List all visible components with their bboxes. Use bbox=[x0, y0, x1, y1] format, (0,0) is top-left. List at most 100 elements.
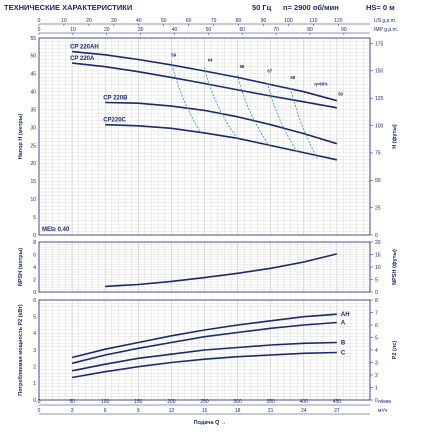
y-tick-label: 15 bbox=[30, 179, 36, 185]
y2-tick-label: 20 bbox=[375, 240, 381, 246]
top-scale-tick-label: 120 bbox=[334, 18, 343, 24]
y2-tick-label: 2 bbox=[375, 373, 378, 379]
y2-tick-label: 0 bbox=[375, 290, 378, 296]
x-tick-label-m3h: 0 bbox=[38, 408, 41, 414]
y2-tick-label: 125 bbox=[375, 96, 384, 102]
y2-tick-label: 1 bbox=[375, 385, 378, 391]
y2-tick-label: 10 bbox=[375, 265, 381, 271]
y2-tick-label: 15 bbox=[375, 252, 381, 258]
y-tick-label: 25 bbox=[30, 143, 36, 149]
y-tick-label: 8 bbox=[33, 240, 36, 246]
x-tick-label-m3h: 27 bbox=[334, 408, 340, 414]
y2-tick-label: 75 bbox=[375, 151, 381, 157]
x-tick-label-lmin: 250 bbox=[200, 399, 209, 405]
top-scale-tick-label: 80 bbox=[307, 27, 313, 33]
y2-tick-label: 7 bbox=[375, 310, 378, 316]
y2-tick-label: 5 bbox=[375, 277, 378, 283]
y-tick-label: 5 bbox=[33, 215, 36, 221]
efficiency-label: 64 bbox=[208, 58, 213, 63]
series-line-cp220c bbox=[105, 125, 337, 160]
x-tick-label-lmin: 200 bbox=[167, 399, 176, 405]
y-tick-label: 4 bbox=[33, 265, 36, 271]
top-scale-tick-label: 100 bbox=[284, 18, 293, 24]
efficiency-line bbox=[171, 61, 201, 133]
x-tick-label-lmin: 450 bbox=[333, 399, 342, 405]
top-scale-tick-label: 10 bbox=[70, 27, 76, 33]
x-tick-label-lmin: 100 bbox=[101, 399, 110, 405]
x-tick-label-m3h: 12 bbox=[169, 408, 175, 414]
top-scale-unit: IMP g.p.m. bbox=[374, 27, 398, 33]
y-tick-label: 1 bbox=[33, 381, 36, 387]
y-tick-label: 0 bbox=[33, 398, 36, 404]
efficiency-label: 58 bbox=[240, 64, 245, 69]
header-title: ТЕХНИЧЕСКИЕ ХАРАКТЕРИСТИКИ bbox=[4, 3, 132, 12]
top-scale-tick-label: 20 bbox=[86, 18, 92, 24]
x-tick-label-lmin: 0 bbox=[38, 399, 41, 405]
mei-annotation: MEI≥ 0.40 bbox=[42, 227, 70, 233]
y2-tick-label: 6 bbox=[375, 323, 378, 329]
y-tick-label: 6 bbox=[33, 252, 36, 258]
y-tick-label: 20 bbox=[30, 161, 36, 167]
series-line-cp-220b bbox=[105, 103, 337, 144]
x-tick-label-m3h: 18 bbox=[235, 408, 241, 414]
x-unit-lmin: л/мин bbox=[378, 399, 392, 405]
efficiency-label: 58 bbox=[291, 75, 296, 80]
series-line-npsh bbox=[105, 254, 337, 287]
x-tick-label-m3h: 24 bbox=[301, 408, 307, 414]
top-scale-tick-label: 60 bbox=[239, 27, 245, 33]
efficiency-label: η=66% bbox=[314, 81, 328, 86]
y2-tick-label: 8 bbox=[375, 298, 378, 304]
top-scale-tick-label: 40 bbox=[136, 18, 142, 24]
top-scale-tick-label: 40 bbox=[172, 27, 178, 33]
y-tick-label: 40 bbox=[30, 90, 36, 96]
y-tick-label: 2 bbox=[33, 277, 36, 283]
y-axis-label: NPSH (метры) bbox=[18, 248, 24, 286]
efficiency-line bbox=[267, 83, 297, 152]
top-scale-tick-label: 30 bbox=[111, 18, 117, 24]
series-label: CP 220AH bbox=[70, 45, 99, 51]
top-scale-tick-label: 0 bbox=[38, 27, 41, 33]
x-tick-label-lmin: 150 bbox=[134, 399, 143, 405]
top-scale-tick-label: 10 bbox=[61, 18, 67, 24]
top-scale-unit: US g.p.m. bbox=[374, 18, 396, 24]
top-scale-tick-label: 60 bbox=[186, 18, 192, 24]
top-scale-tick-label: 70 bbox=[211, 18, 217, 24]
x-tick-label-m3h: 15 bbox=[202, 408, 208, 414]
y2-tick-label: 50 bbox=[375, 178, 381, 184]
series-label: AH bbox=[341, 312, 350, 318]
y2-tick-label: 150 bbox=[375, 69, 384, 75]
series-label: CP 220A bbox=[70, 56, 95, 62]
top-scale-tick-label: 50 bbox=[161, 18, 167, 24]
y-tick-label: 3 bbox=[33, 348, 36, 354]
y-tick-label: 50 bbox=[30, 54, 36, 60]
y2-tick-label: 0 bbox=[375, 233, 378, 239]
top-scale-tick-label: 90 bbox=[341, 27, 347, 33]
y2-axis-label: P2 (лс) bbox=[392, 341, 398, 360]
y-tick-label: 0 bbox=[33, 290, 36, 296]
header-speed: n= 2900 об/мин bbox=[283, 3, 339, 12]
x-tick-label-m3h: 21 bbox=[268, 408, 274, 414]
y-tick-label: 45 bbox=[30, 72, 36, 78]
header-freq: 50 Гц bbox=[252, 3, 272, 12]
y2-tick-label: 100 bbox=[375, 123, 384, 129]
y2-tick-label: 175 bbox=[375, 41, 384, 47]
y-tick-label: 10 bbox=[30, 197, 36, 203]
efficiency-label: 59 bbox=[338, 92, 343, 97]
y2-tick-label: 25 bbox=[375, 205, 381, 211]
efficiency-label: 67 bbox=[267, 68, 272, 73]
y-tick-label: 2 bbox=[33, 364, 36, 370]
top-scale-tick-label: 70 bbox=[273, 27, 279, 33]
efficiency-label: 59 bbox=[171, 53, 176, 58]
y2-tick-label: 4 bbox=[375, 348, 378, 354]
y-tick-label: 4 bbox=[33, 331, 36, 337]
top-scale-tick-label: 80 bbox=[236, 18, 242, 24]
y-axis-label: Напор H (метры) bbox=[18, 114, 24, 160]
top-scale-tick-label: 110 bbox=[309, 18, 317, 24]
series-label: B bbox=[341, 341, 346, 347]
top-scale-tick-label: 50 bbox=[206, 27, 212, 33]
x-tick-label-m3h: 3 bbox=[71, 408, 74, 414]
x-tick-label-m3h: 9 bbox=[137, 408, 140, 414]
x-tick-label-lmin: 400 bbox=[300, 399, 309, 405]
efficiency-line bbox=[238, 75, 270, 146]
